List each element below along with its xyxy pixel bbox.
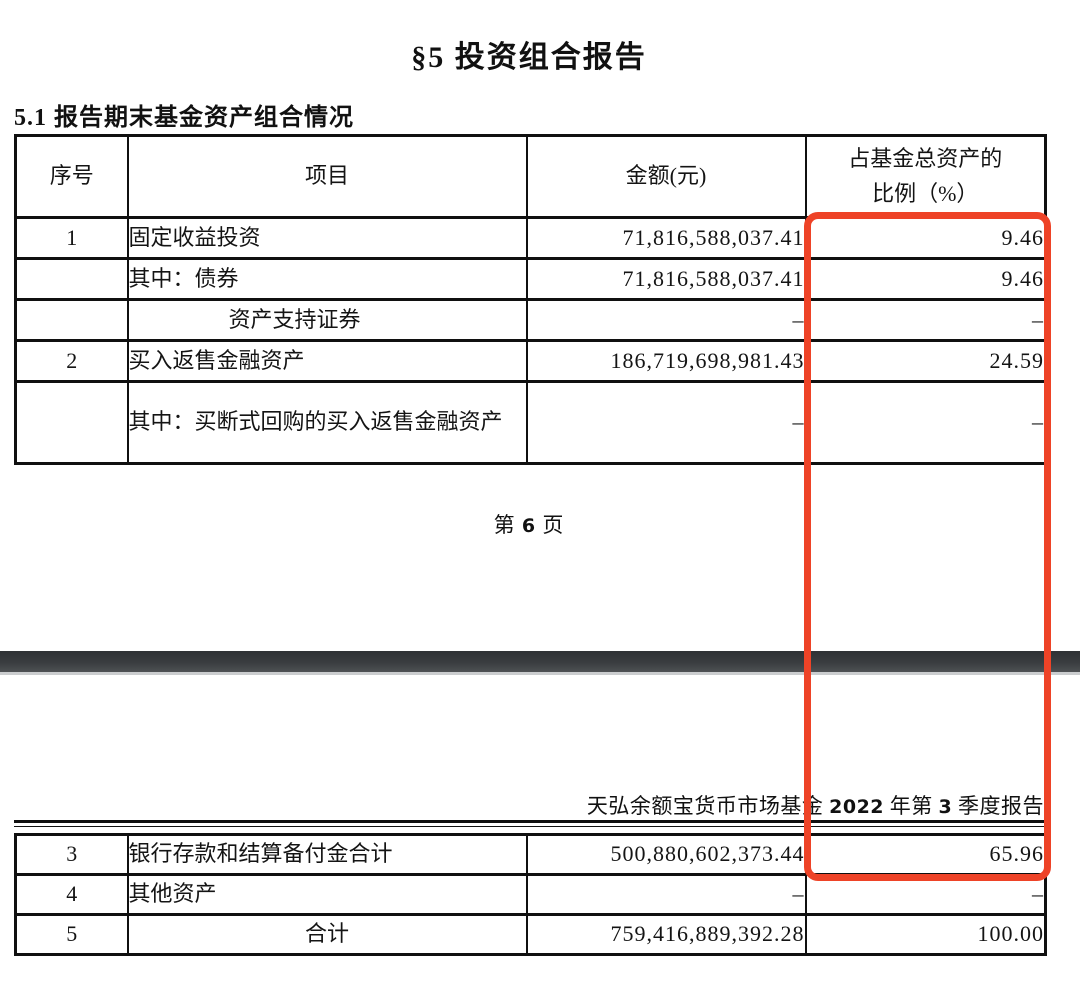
table-row: 其中：债券 71,816,588,037.41 9.46 (14, 257, 1047, 301)
column-header-no: 序号 (14, 134, 129, 219)
report-year: 2022 (829, 796, 885, 818)
table-row: 5 合计 759,416,889,392.28 100.00 (14, 913, 1047, 956)
column-header-pct: 占基金总资产的 比例（%） (804, 134, 1047, 219)
cell-no: 2 (14, 339, 129, 383)
cell-pct: – (804, 298, 1047, 342)
table-row: 2 买入返售金融资产 186,719,698,981.43 24.59 (14, 339, 1047, 383)
column-header-pct-line2: 比例（%） (872, 180, 979, 206)
running-header: 天弘余额宝货币市场基金 2022 年第 3 季度报告 (14, 790, 1044, 820)
running-header-mid: 年第 (884, 794, 939, 818)
table-row: 其中：买断式回购的买入返售金融资产 – – (14, 380, 1047, 465)
cell-amount: 71,816,588,037.41 (525, 216, 807, 260)
cell-pct: 100.00 (804, 913, 1047, 956)
cell-no: 5 (14, 913, 129, 956)
cell-no (14, 380, 129, 465)
cell-pct: 24.59 (804, 339, 1047, 383)
cell-pct: 9.46 (804, 216, 1047, 260)
column-header-item: 项目 (126, 134, 528, 219)
table-row: 4 其他资产 – – (14, 873, 1047, 916)
cell-item: 买入返售金融资产 (126, 339, 528, 383)
asset-portfolio-table-page2: 3 银行存款和结算备付金合计 500,880,602,373.44 65.96 … (14, 833, 1047, 956)
page-number-footer: 第 6 页 (14, 509, 1044, 539)
cell-pct: – (804, 380, 1047, 465)
cell-pct: – (804, 873, 1047, 916)
fund-name: 天弘余额宝货币市场基金 (586, 794, 830, 818)
cell-item: 资产支持证券 (126, 298, 528, 342)
cell-item: 其中：债券 (126, 257, 528, 301)
cell-amount: – (525, 873, 807, 916)
table-row: 3 银行存款和结算备付金合计 500,880,602,373.44 65.96 (14, 833, 1047, 876)
cell-item: 其他资产 (126, 873, 528, 916)
cell-item: 其中：买断式回购的买入返售金融资产 (126, 380, 528, 465)
page-break-separator (0, 651, 1080, 675)
page-title: §5 投资组合报告 (411, 41, 647, 74)
cell-amount: – (525, 298, 807, 342)
cell-item: 固定收益投资 (126, 216, 528, 260)
cell-amount: 71,816,588,037.41 (525, 257, 807, 301)
cell-item: 银行存款和结算备付金合计 (126, 833, 528, 876)
cell-amount: – (525, 380, 807, 465)
table-row: 1 固定收益投资 71,816,588,037.41 9.46 (14, 216, 1047, 260)
cell-pct: 9.46 (804, 257, 1047, 301)
table-row: 资产支持证券 – – (14, 298, 1047, 342)
page-number: 6 (521, 515, 537, 537)
running-header-suffix: 季度报告 (952, 794, 1044, 818)
cell-no: 3 (14, 833, 129, 876)
column-header-pct-line1: 占基金总资产的 (848, 146, 1003, 172)
cell-item: 合计 (126, 913, 528, 956)
page-footer-suffix: 页 (536, 513, 565, 537)
cell-pct: 65.96 (804, 833, 1047, 876)
cell-no (14, 298, 129, 342)
asset-portfolio-table-page1: 序号 项目 金额(元) 占基金总资产的 比例（%） 1 固定收益投资 71,81… (14, 134, 1047, 465)
cell-amount: 186,719,698,981.43 (525, 339, 807, 383)
column-header-amount: 金额(元) (525, 134, 807, 219)
cell-no (14, 257, 129, 301)
header-rule (14, 820, 1044, 827)
table-header-row: 序号 项目 金额(元) 占基金总资产的 比例（%） (14, 134, 1047, 219)
cell-amount: 759,416,889,392.28 (525, 913, 807, 956)
page-footer-prefix: 第 (493, 513, 522, 537)
cell-no: 1 (14, 216, 129, 260)
section-heading: 5.1 报告期末基金资产组合情况 (14, 105, 354, 131)
cell-no: 4 (14, 873, 129, 916)
cell-amount: 500,880,602,373.44 (525, 833, 807, 876)
report-quarter: 3 (938, 796, 953, 818)
